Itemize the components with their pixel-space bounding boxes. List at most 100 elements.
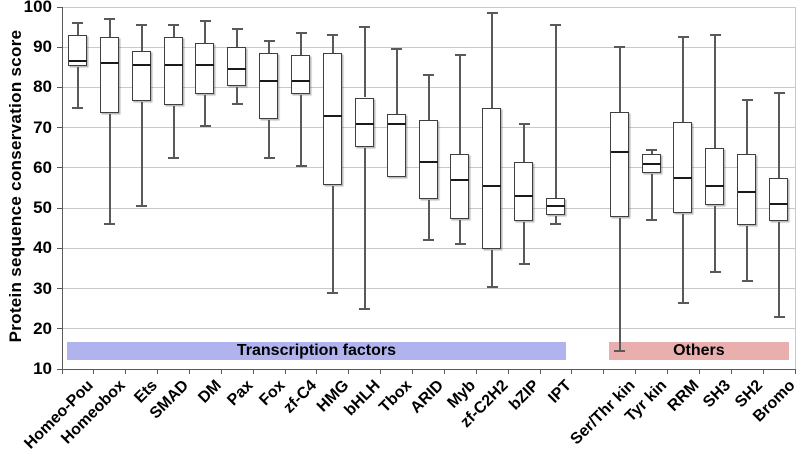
box-hmg <box>322 53 342 185</box>
x-tick-6 <box>252 369 254 374</box>
whisker-lower-dm <box>204 95 207 126</box>
box-zf-c2h2 <box>482 107 502 250</box>
y-tick-100 <box>57 6 62 8</box>
whisker-cap-bottom-zf-c2h2 <box>486 285 498 288</box>
whisker-lower-ser-thr-kin <box>618 218 621 351</box>
whisker-upper-ets <box>140 25 143 52</box>
y-tick-label-50: 50 <box>33 198 52 218</box>
whisker-lower-bhlh <box>363 147 366 309</box>
median-myb <box>451 178 470 181</box>
y-tick-label-20: 20 <box>33 318 52 338</box>
x-tick-15 <box>539 369 541 374</box>
whisker-lower-homeobox <box>108 113 111 225</box>
median-bzip <box>515 195 534 198</box>
whisker-cap-bottom-ser-thr-kin <box>614 349 626 352</box>
box-bhlh <box>354 97 374 147</box>
whisker-cap-top-homeobox <box>104 18 116 21</box>
box-ser-thr-kin <box>609 111 629 218</box>
whisker-cap-top-tyr-kin <box>646 148 658 151</box>
whisker-upper-dm <box>204 21 207 44</box>
median-dm <box>196 64 215 67</box>
whisker-cap-bottom-sh3 <box>709 271 721 274</box>
whisker-lower-bzip <box>523 222 526 265</box>
gridline-30 <box>62 288 795 290</box>
whisker-upper-homeo-pou <box>76 23 79 36</box>
y-tick-20 <box>57 328 62 330</box>
whisker-cap-top-ets <box>136 24 148 27</box>
median-zf-c4 <box>292 80 311 83</box>
whisker-cap-bottom-rrm <box>677 301 689 304</box>
x-tick-3 <box>157 369 159 374</box>
whisker-upper-sh3 <box>714 35 717 148</box>
median-bhlh <box>355 122 374 125</box>
y-tick-label-100: 100 <box>23 0 52 16</box>
whisker-cap-bottom-bhlh <box>359 307 371 310</box>
median-tbox <box>387 122 406 125</box>
box-sh2 <box>737 153 757 226</box>
box-bzip <box>514 161 534 222</box>
whisker-cap-top-ser-thr-kin <box>614 46 626 49</box>
whisker-upper-bromo <box>778 93 781 178</box>
whisker-upper-ipt <box>554 25 557 199</box>
median-ets <box>132 64 151 67</box>
whisker-lower-hmg <box>331 185 334 293</box>
y-tick-60 <box>57 167 62 169</box>
y-tick-label-60: 60 <box>33 157 52 177</box>
median-homeo-pou <box>68 60 87 63</box>
median-zf-c2h2 <box>483 184 502 187</box>
whisker-lower-rrm <box>682 214 685 303</box>
whisker-lower-myb <box>459 220 462 245</box>
whisker-lower-pax <box>236 87 239 104</box>
x-label-sh3: SH3 <box>700 377 735 412</box>
box-homeo-pou <box>67 35 87 67</box>
x-label-arid: ARID <box>407 377 448 417</box>
box-smad <box>163 37 183 105</box>
y-tick-10 <box>57 368 62 370</box>
x-tick-9 <box>348 369 350 374</box>
whisker-cap-top-sh3 <box>709 34 721 37</box>
x-tick-0 <box>61 369 63 374</box>
gridline-10 <box>62 368 795 370</box>
whisker-cap-bottom-myb <box>454 243 466 246</box>
box-dm <box>195 43 215 95</box>
x-tick-19 <box>667 369 669 374</box>
whisker-upper-bhlh <box>363 27 366 98</box>
y-tick-30 <box>57 288 62 290</box>
median-hmg <box>323 114 342 117</box>
whisker-upper-bzip <box>523 123 526 162</box>
whisker-upper-rrm <box>682 37 685 122</box>
group-band-label-tf: Transcription factors <box>236 342 397 360</box>
y-tick-50 <box>57 207 62 209</box>
whisker-upper-fox <box>268 41 271 54</box>
x-tick-10 <box>380 369 382 374</box>
whisker-cap-top-zf-c4 <box>295 32 307 35</box>
whisker-cap-bottom-bzip <box>518 263 530 266</box>
gridline-20 <box>62 328 795 330</box>
group-band-others <box>608 342 789 360</box>
y-axis-line <box>62 7 63 369</box>
whisker-upper-zf-c2h2 <box>491 13 494 108</box>
gridline-90 <box>62 46 795 48</box>
whisker-cap-bottom-homeobox <box>104 223 116 226</box>
whisker-cap-top-fox <box>263 40 275 43</box>
box-zf-c4 <box>291 55 311 95</box>
x-label-ipt: IPT <box>545 377 576 407</box>
median-tyr-kin <box>642 162 661 165</box>
x-tick-18 <box>635 369 637 374</box>
x-tick-12 <box>443 369 445 374</box>
whisker-cap-bottom-sh2 <box>741 279 753 282</box>
median-sh3 <box>706 184 725 187</box>
whisker-cap-bottom-arid <box>423 239 434 242</box>
x-label-rrm: RRM <box>664 377 703 415</box>
whisker-cap-bottom-ipt <box>550 223 562 226</box>
whisker-cap-bottom-hmg <box>327 291 339 294</box>
whisker-cap-top-arid <box>423 74 434 77</box>
whisker-upper-tyr-kin <box>650 149 653 154</box>
whisker-cap-top-homeo-pou <box>72 22 84 25</box>
whisker-lower-tyr-kin <box>650 173 653 221</box>
whisker-upper-hmg <box>331 35 334 54</box>
whisker-cap-bottom-bromo <box>773 315 785 318</box>
whisker-lower-sh3 <box>714 206 717 273</box>
whisker-cap-top-bzip <box>518 122 530 125</box>
